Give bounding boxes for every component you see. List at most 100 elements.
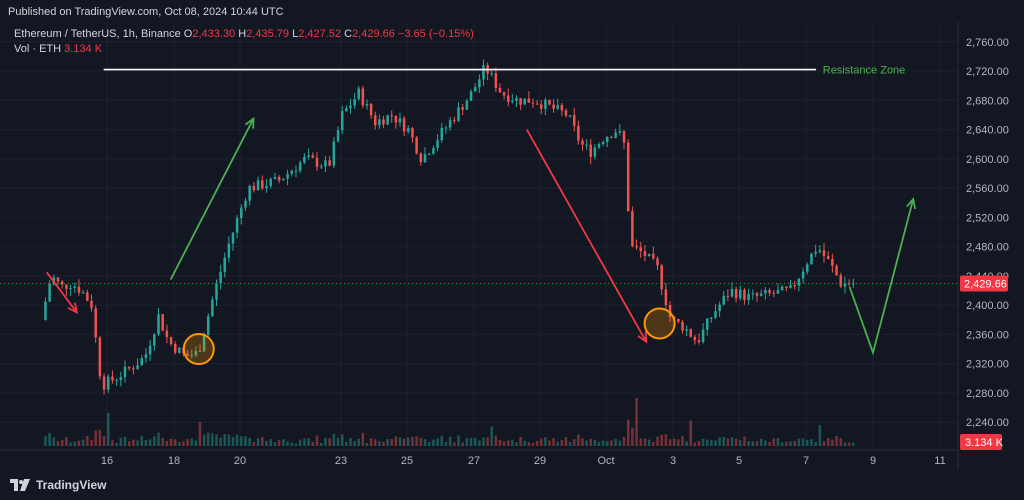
candle-body [427,153,431,155]
change-value: −3.65 (−0.15%) [397,28,474,40]
volume-bar [136,440,139,446]
candle-body [48,283,51,302]
tradingview-logo-icon [10,479,30,491]
candle-body [755,293,759,296]
volume-bar [111,440,114,446]
volume-bar [48,433,51,446]
candle-body [548,99,551,105]
volume-bar [219,437,222,446]
price-axis-tick-label: 2,320.00 [966,359,1009,371]
candle-body [572,115,576,126]
candle-body [81,292,85,294]
volume-bar [506,440,510,446]
tradingview-logo[interactable]: TradingView [10,478,106,492]
candle-body [269,178,272,186]
green-arrow [169,118,255,280]
volume-bar [386,439,389,446]
candle-body [252,185,256,191]
candle-body [531,102,535,104]
candle-body [73,286,77,288]
volume-bar [759,438,763,446]
volume-bar [215,434,218,446]
volume-bar [751,441,755,446]
candle-body [490,73,493,75]
volume-bar [102,435,106,446]
volume-bar [743,436,746,446]
volume-label[interactable]: Vol · ETH [14,43,62,55]
volume-bar [173,439,177,446]
volume-bar [705,439,709,446]
candle-body [423,154,427,163]
volume-tag [960,434,1002,450]
volume-bar [810,439,813,446]
volume-bar [269,439,272,446]
volume-bar [178,442,181,446]
volume-bar [631,427,634,446]
volume-bar [494,435,498,446]
brand-name: TradingView [36,478,107,492]
volume-bar [153,436,156,446]
candle-body [140,358,144,366]
volume-bar [148,439,152,446]
volume-bar [581,438,584,446]
volume-bar [161,438,164,446]
symbol-label[interactable]: Ethereum / TetherUS, 1h, Binance [14,28,181,40]
candle-body [506,95,510,102]
red-arrow-head [637,331,648,344]
volume-bar [635,398,638,446]
candle-body [523,98,526,105]
highlight-circle [643,307,676,340]
candle-body [231,232,235,244]
candle-body [127,366,131,369]
candle-body [722,295,725,305]
volume-bar [601,440,605,446]
open-label: O [183,28,193,40]
volume-bar [814,442,817,446]
volume-bar [556,441,559,446]
chart-area[interactable]: Resistance Zone 2,240.00 2,280.00 2,320.00 2… [0,22,1024,470]
volume-bar [714,440,717,446]
candle-body [689,329,692,337]
candle-body [261,180,264,189]
candle-body [311,155,315,158]
chart-legend: Ethereum / TetherUS, 1h, Binance O2,433.… [14,27,474,57]
candle-body [801,271,805,279]
candle-body [831,259,834,266]
candle-body [211,299,214,317]
candle-body [153,334,156,346]
volume-bar [643,438,647,446]
volume-bar [86,436,89,446]
volume-bar [211,433,214,446]
candle-body [511,100,514,102]
candle-body [677,318,680,322]
volume-bar [498,439,502,446]
volume-bar [198,422,202,446]
volume-bar [681,436,684,446]
candles-group [44,59,855,395]
candle-body [502,92,506,96]
candle-body [751,293,755,295]
time-axis-tick-label: 16 [101,455,113,467]
price-axis-tick-label: 2,560.00 [966,183,1009,195]
candle-body [814,251,817,254]
candle-body [560,105,564,111]
candlestick-chart[interactable]: Resistance Zone 2,240.00 2,280.00 2,320.00 2… [0,22,1024,470]
volume-line: Vol · ETH 3.134 K [14,42,474,57]
candle-body [324,160,327,167]
candle-body [107,376,110,390]
projection-arrow-head [906,197,917,210]
volume-bar [436,438,439,446]
candle-body [235,218,239,233]
volume-bar [94,430,97,446]
volume-bar [132,439,135,446]
volume-bar [231,437,235,446]
time-axis-tick-label: 29 [534,455,546,467]
volume-bar [539,438,543,446]
candle-body [768,290,771,293]
price-axis-tick-label: 2,520.00 [966,212,1009,224]
candle-body [568,115,572,117]
candle-body [643,251,647,257]
volume-bar [577,434,580,446]
volume-bar [826,438,830,446]
candle-body [461,107,464,110]
